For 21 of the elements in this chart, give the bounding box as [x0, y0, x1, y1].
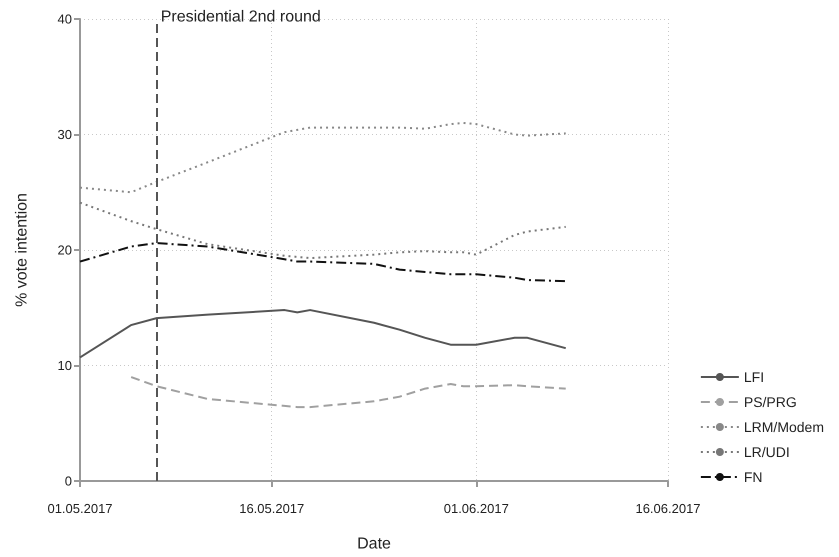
x-tick-label: 01.05.2017	[47, 501, 113, 516]
line-series	[79, 242, 567, 282]
legend-label: PS/PRG	[744, 394, 797, 410]
x-axis-title: Date	[357, 536, 391, 552]
line-series	[79, 202, 567, 260]
y-tick-label: 10	[58, 358, 72, 373]
y-tick-label: 20	[58, 242, 72, 258]
x-tick-label: 16.06.2017	[635, 501, 701, 516]
legend-label: LR/UDI	[744, 444, 790, 460]
y-tick-label: 0	[64, 474, 72, 488]
legend-label: LFI	[744, 369, 764, 385]
legend-label: LRM/Modem	[744, 419, 824, 435]
line-series	[130, 376, 567, 408]
y-axis-title: % vote intention	[14, 193, 30, 307]
ref-line-label: Presidential 2nd round	[160, 8, 321, 26]
legend-label: FN	[744, 469, 763, 485]
y-tick-label: 30	[58, 127, 72, 142]
x-tick-label: 16.05.2017	[239, 501, 304, 516]
y-tick-label: 40	[58, 12, 72, 26]
line-series	[79, 122, 567, 194]
x-tick-label: 01.06.2017	[444, 501, 509, 516]
